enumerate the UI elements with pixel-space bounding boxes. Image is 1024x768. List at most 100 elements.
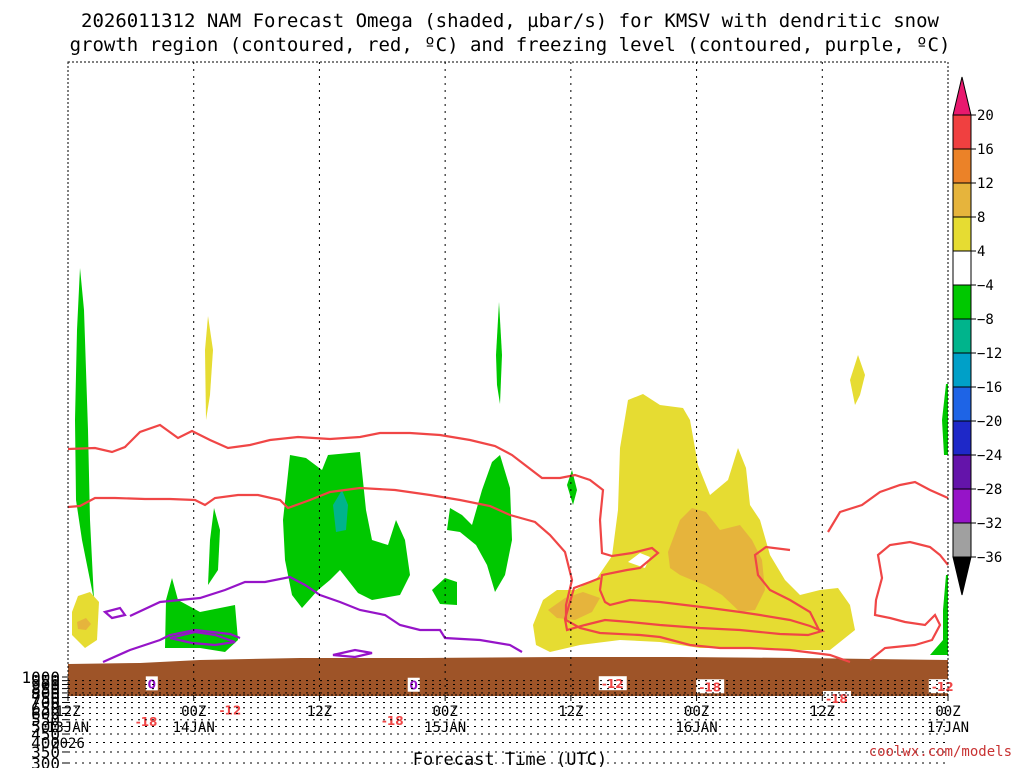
pressure-gridlines — [68, 62, 948, 764]
contour-label-4: 0 — [410, 679, 418, 693]
omega-region-orange-1 — [77, 618, 91, 630]
colorbar-label-5: −4 — [977, 278, 994, 294]
colorbar-label-1: 16 — [977, 142, 994, 158]
omega-region-green-8 — [567, 470, 577, 505]
omega-region-green-7 — [432, 578, 457, 605]
colorbar-label-12: −32 — [977, 516, 1002, 532]
y-tick-label-950: 950 — [31, 672, 60, 691]
colorbar-label-10: −24 — [977, 448, 1002, 464]
colorbar-segment-8 — [952, 352, 972, 388]
y-tick-label-750: 750 — [31, 689, 60, 708]
x-tick-label-7-line-1: 00Z — [935, 704, 960, 720]
x-tick-label-5-line-1: 00Z — [684, 704, 709, 720]
freezing-contour-loop-b — [332, 648, 373, 659]
colorbar-segment-7 — [952, 318, 972, 354]
colorbar-segment-11 — [952, 454, 972, 490]
x-tick-label-0-line-2: 13JAN — [47, 720, 89, 736]
y-tick-label-650: 650 — [31, 699, 60, 718]
omega-region-green-10 — [930, 575, 948, 655]
plot-area — [68, 62, 948, 695]
omega-region-orange-3 — [668, 508, 765, 612]
omega-region-yellow-1 — [205, 316, 213, 420]
plot-frame — [67, 61, 949, 696]
x-tick-label-6-line-1: 12Z — [810, 704, 835, 720]
contour-label-bg-3 — [145, 676, 158, 691]
x-tick-label-4-line-1: 12Z — [558, 704, 583, 720]
y-tick-label-500: 500 — [31, 718, 60, 737]
colorbar-segment-3 — [952, 182, 972, 218]
colorbar-label-0: 20 — [977, 108, 994, 124]
y-tick-label-550: 550 — [31, 711, 60, 730]
contour-label-bg-6 — [696, 679, 725, 694]
ground-surface — [68, 657, 948, 696]
credit-text: coolwx.com/models — [869, 744, 1012, 760]
colorbar-label-9: −20 — [977, 414, 1002, 430]
contour-label-bg-8 — [928, 679, 957, 694]
colorbar-label-6: −8 — [977, 312, 994, 328]
omega-region-yellow-4 — [850, 355, 865, 405]
x-tick-label-3-line-1: 00Z — [432, 704, 457, 720]
y-tick-label-1000: 1000 — [21, 668, 60, 687]
x-tick-label-1-line-2: 14JAN — [173, 720, 215, 736]
chart-title-line-2: growth region (contoured, red, ºC) and f… — [70, 34, 951, 56]
omega-region-green-3 — [208, 508, 220, 585]
y-tick-label-900: 900 — [31, 676, 60, 695]
freezing-contour-loop-a — [169, 630, 236, 647]
colorbar: 20 16 12 8 4 −4 −8 −12 −16 −20 −24 −28 −32 −36 — [952, 76, 1002, 596]
colorbar-label-2: 12 — [977, 176, 994, 192]
x-tick-label-5-line-2: 16JAN — [675, 720, 717, 736]
freezing-contour-loop-small — [102, 606, 127, 620]
colorbar-segment-4 — [952, 216, 972, 252]
y-tick-label-700: 700 — [31, 693, 60, 712]
contour-label-5: -12 — [602, 677, 624, 691]
omega-region-green-1 — [75, 268, 94, 600]
dgz-contour-minus12-far-right — [869, 540, 949, 661]
y-axis-ticks: 2503003504004505005506006507007508008509… — [21, 668, 68, 768]
chart-title-line-1: 2026011312 NAM Forecast Omega (shaded, µ… — [81, 10, 939, 32]
x-tick-label-0-line-1: 12Z — [55, 704, 80, 720]
dgz-contour-minus12-right — [827, 480, 949, 533]
x-axis-label: Forecast Time (UTC) — [413, 750, 607, 768]
omega-region-green-5 — [447, 455, 512, 592]
contour-label-bg-1 — [216, 702, 245, 717]
dgz-contour-minus18-right — [753, 545, 821, 633]
omega-region-orange-2 — [548, 592, 600, 620]
colorbar-bottom-arrow — [952, 556, 972, 596]
omega-region-green-6 — [496, 302, 502, 404]
colorbar-label-11: −28 — [977, 482, 1002, 498]
colorbar-segment-9 — [952, 386, 972, 422]
contour-label-bg-7 — [822, 690, 851, 705]
omega-region-teal — [333, 490, 348, 532]
colorbar-segment-13 — [952, 522, 972, 558]
x-tick-label-0-line-3: 2026 — [51, 736, 85, 752]
colorbar-segment-10 — [952, 420, 972, 456]
colorbar-segment-2 — [952, 148, 972, 184]
contour-label-1: -12 — [220, 703, 242, 717]
y-tick-label-300: 300 — [31, 754, 60, 768]
dgz-contour-minus12-main — [67, 486, 851, 664]
omega-region-green-9 — [942, 384, 948, 455]
contour-label-bg-2 — [378, 712, 407, 727]
contour-label-bg-5 — [598, 676, 627, 691]
contour-labels: -18-12-180 0 -12 -18-18-12 — [132, 676, 957, 729]
x-tick-label-7-line-2: 17JAN — [927, 720, 969, 736]
x-tick-label-2-line-1: 12Z — [307, 704, 332, 720]
colorbar-label-7: −12 — [977, 346, 1002, 362]
y-tick-label-800: 800 — [31, 684, 60, 703]
y-tick-label-450: 450 — [31, 725, 60, 744]
y-tick-label-400: 400 — [31, 733, 60, 752]
colorbar-top-arrow — [952, 76, 972, 116]
freezing-contour-main — [102, 628, 241, 664]
colorbar-label-8: −16 — [977, 380, 1002, 396]
x-tick-label-1-line-1: 00Z — [181, 704, 206, 720]
contour-label-bg-0 — [132, 713, 161, 728]
colorbar-label-13: −36 — [977, 550, 1002, 566]
contour-label-bg-4 — [407, 677, 420, 692]
contour-label-3: 0 — [148, 677, 156, 691]
contour-label-2: -18 — [382, 714, 404, 728]
colorbar-label-3: 8 — [977, 210, 985, 226]
y-tick-label-600: 600 — [31, 704, 60, 723]
dgz-contour-minus18-left — [67, 423, 826, 637]
